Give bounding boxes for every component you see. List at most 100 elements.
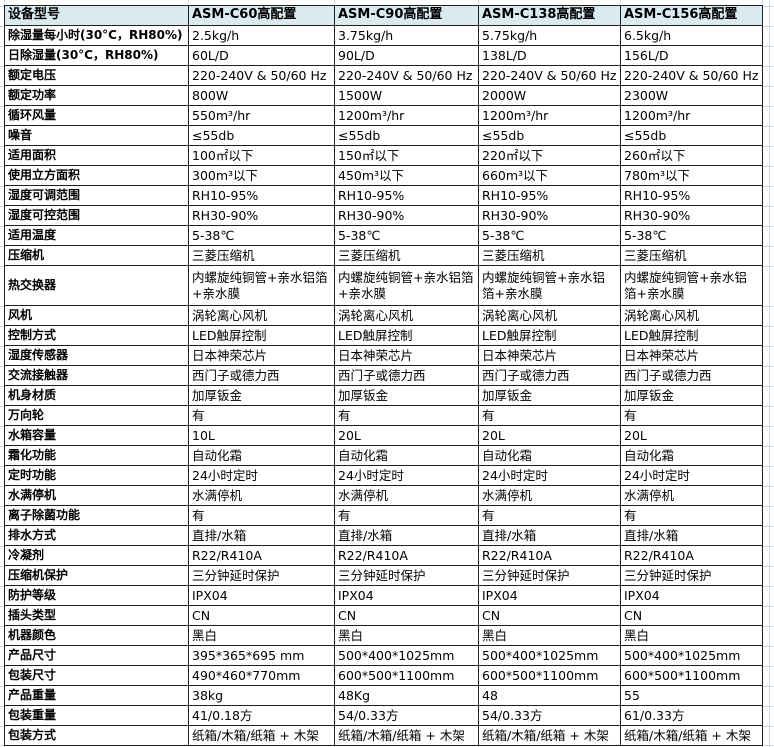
spec-value-cell[interactable]: 61/0.33方 [620,705,763,726]
spec-value-cell[interactable]: 三分钟延时保护 [188,565,335,586]
spec-value-cell[interactable]: 三分钟延时保护 [334,565,479,586]
spec-label-cell[interactable]: 定时功能 [4,465,189,486]
spec-value-cell[interactable]: 220-240V & 50/60 Hz [620,65,763,86]
spec-value-cell[interactable]: 有 [334,505,479,526]
spec-value-cell[interactable]: 日本神荣芯片 [620,345,763,366]
spec-value-cell[interactable]: 自动化霜 [620,445,763,466]
spec-label-cell[interactable]: 水箱容量 [4,425,189,446]
spec-value-cell[interactable]: 220-240V & 50/60 Hz [478,65,621,86]
spec-value-cell[interactable]: RH30-90% [620,205,763,226]
spec-value-cell[interactable]: CN [620,605,763,626]
spec-label-cell[interactable]: 湿度可调范围 [4,185,189,206]
spec-value-cell[interactable]: 加厚钣金 [620,385,763,406]
spec-value-cell[interactable]: 自动化霜 [478,445,621,466]
spec-label-cell[interactable]: 除湿量每小时(30°C，RH80%) [4,25,189,46]
spec-value-cell[interactable]: ≤55db [334,125,479,146]
spec-label-cell[interactable]: 包装重量 [4,705,189,726]
spec-value-cell[interactable]: 2300W [620,85,763,106]
spec-value-cell[interactable]: 有 [334,405,479,426]
spec-value-cell[interactable]: 西门子或德力西 [620,365,763,386]
spec-value-cell[interactable]: 500*400*1025mm [620,645,763,666]
spec-value-cell[interactable]: 内螺旋纯铜管+亲水铝箔+亲水膜 [478,265,621,306]
spec-value-cell[interactable]: 6.5kg/h [620,25,763,46]
spec-value-cell[interactable]: 水满停机 [478,485,621,506]
spec-label-cell[interactable]: 交流接触器 [4,365,189,386]
spec-value-cell[interactable]: 780m³以下 [620,165,763,186]
spec-value-cell[interactable]: 3.75kg/h [334,25,479,46]
spec-value-cell[interactable]: RH10-95% [478,185,621,206]
spec-value-cell[interactable]: 水满停机 [188,485,335,506]
spec-value-cell[interactable]: 涡轮离心风机 [188,305,335,326]
spec-value-cell[interactable]: 800W [188,85,335,106]
spec-label-cell[interactable]: 霜化功能 [4,445,189,466]
spec-value-cell[interactable]: LED触屏控制 [188,325,335,346]
spec-value-cell[interactable]: 24小时定时 [188,465,335,486]
spec-value-cell[interactable]: 20L [334,425,479,446]
spec-value-cell[interactable]: 220㎡以下 [478,145,621,166]
spec-value-cell[interactable]: 24小时定时 [478,465,621,486]
spec-value-cell[interactable]: 156L/D [620,45,763,66]
spec-label-cell[interactable]: 水满停机 [4,485,189,506]
spec-label-cell[interactable]: 适用温度 [4,225,189,246]
spec-label-cell[interactable]: 包装方式 [4,725,189,746]
spec-value-cell[interactable]: 1200m³/hr [334,105,479,126]
spec-value-cell[interactable]: 660m³以下 [478,165,621,186]
spec-value-cell[interactable]: 直排/水箱 [334,525,479,546]
spec-value-cell[interactable]: IPX04 [188,585,335,606]
spec-value-cell[interactable]: 涡轮离心风机 [478,305,621,326]
spec-value-cell[interactable]: 500*400*1025mm [334,645,479,666]
spec-value-cell[interactable]: 有 [478,505,621,526]
spec-value-cell[interactable]: 150㎡以下 [334,145,479,166]
spec-value-cell[interactable]: 1500W [334,85,479,106]
spec-value-cell[interactable]: R22/R410A [188,545,335,566]
spec-value-cell[interactable]: 黑白 [334,625,479,646]
spec-value-cell[interactable]: ≤55db [188,125,335,146]
spec-value-cell[interactable]: R22/R410A [478,545,621,566]
spec-value-cell[interactable]: 加厚钣金 [478,385,621,406]
spec-value-cell[interactable]: LED触屏控制 [620,325,763,346]
spec-label-cell[interactable]: 日除湿量(30°C，RH80%) [4,45,189,66]
spec-value-cell[interactable]: 10L [188,425,335,446]
spec-value-cell[interactable]: 涡轮离心风机 [620,305,763,326]
spec-value-cell[interactable]: ≤55db [478,125,621,146]
spec-value-cell[interactable]: 600*500*1100mm [334,665,479,686]
spec-value-cell[interactable]: 60L/D [188,45,335,66]
spec-value-cell[interactable]: 日本神荣芯片 [334,345,479,366]
spec-value-cell[interactable]: 三分钟延时保护 [478,565,621,586]
spec-value-cell[interactable]: RH30-90% [334,205,479,226]
spec-label-cell[interactable]: 产品重量 [4,685,189,706]
spec-label-cell[interactable]: 循环风量 [4,105,189,126]
spec-value-cell[interactable]: 2.5kg/h [188,25,335,46]
spec-label-cell[interactable]: 离子除菌功能 [4,505,189,526]
spec-value-cell[interactable]: 54/0.33方 [334,705,479,726]
spec-value-cell[interactable]: 38kg [188,685,335,706]
spec-value-cell[interactable]: 内螺旋纯铜管+亲水铝箔+亲水膜 [188,265,335,306]
spec-value-cell[interactable]: 三菱压缩机 [478,245,621,266]
spec-value-cell[interactable]: 黑白 [478,625,621,646]
spec-label-cell[interactable]: 湿度可控范围 [4,205,189,226]
spec-value-cell[interactable]: 395*365*695 mm [188,645,335,666]
spec-value-cell[interactable]: CN [334,605,479,626]
spec-label-cell[interactable]: 包装尺寸 [4,665,189,686]
spec-value-cell[interactable]: 5.75kg/h [478,25,621,46]
spec-value-cell[interactable]: 内螺旋纯铜管+亲水铝箔+亲水膜 [334,265,479,306]
spec-value-cell[interactable]: 300m³以下 [188,165,335,186]
spec-value-cell[interactable]: CN [478,605,621,626]
spec-value-cell[interactable]: 加厚钣金 [188,385,335,406]
spec-value-cell[interactable]: 550m³/hr [188,105,335,126]
header-cell-model[interactable]: ASM-C90高配置 [334,5,479,26]
spec-value-cell[interactable]: RH10-95% [620,185,763,206]
spec-value-cell[interactable]: 600*500*1100mm [478,665,621,686]
spec-label-cell[interactable]: 机身材质 [4,385,189,406]
spec-value-cell[interactable]: RH30-90% [188,205,335,226]
spec-value-cell[interactable]: 纸箱/木箱/纸箱 + 木架 [620,725,763,746]
spec-label-cell[interactable]: 适用面积 [4,145,189,166]
spec-value-cell[interactable]: 5-38℃ [478,225,621,246]
spec-value-cell[interactable]: 41/0.18方 [188,705,335,726]
spec-value-cell[interactable]: 纸箱/木箱/纸箱 + 木架 [188,725,335,746]
spec-value-cell[interactable]: 黑白 [620,625,763,646]
spec-label-cell[interactable]: 压缩机 [4,245,189,266]
spec-value-cell[interactable]: 48 [478,685,621,706]
spec-value-cell[interactable]: CN [188,605,335,626]
spec-value-cell[interactable]: 220-240V & 50/60 Hz [188,65,335,86]
